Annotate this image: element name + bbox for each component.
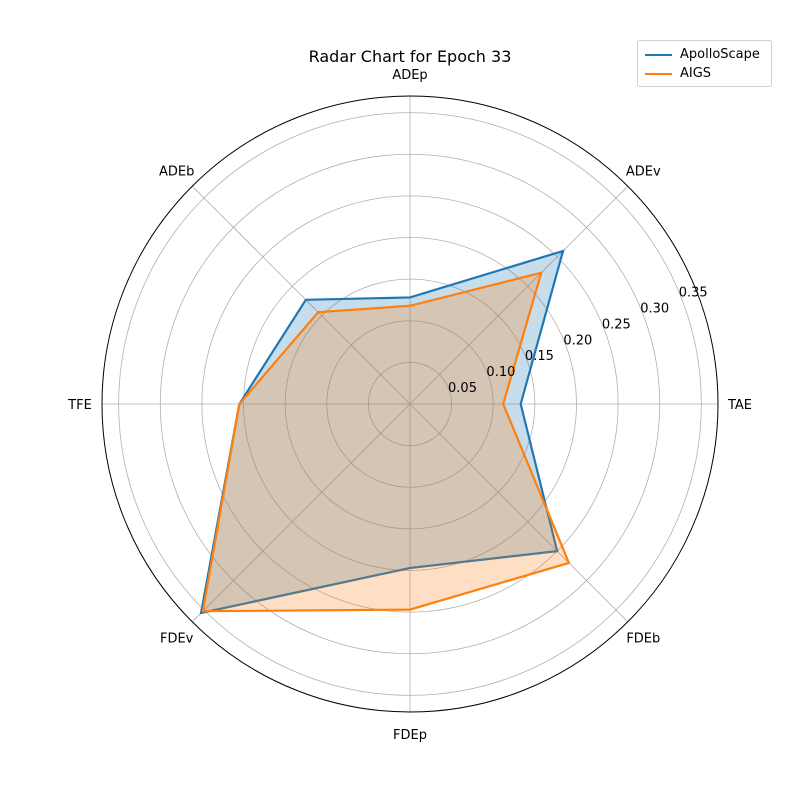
grid-spoke bbox=[409, 403, 629, 623]
axis-label-fdev: FDEv bbox=[160, 631, 194, 646]
axis-label-tfe: TFE bbox=[67, 398, 92, 413]
grid-spoke bbox=[409, 185, 629, 405]
grid-spoke bbox=[191, 185, 411, 405]
radar-grid bbox=[101, 95, 719, 713]
radial-tick-label: 0.10 bbox=[486, 365, 515, 380]
radial-tick-label: 0.25 bbox=[602, 317, 631, 332]
axis-label-fdeb: FDEb bbox=[626, 631, 660, 646]
axis-label-fdep: FDEp bbox=[393, 728, 427, 743]
radar-series bbox=[199, 249, 571, 615]
legend: ApolloScape AIGS bbox=[637, 40, 772, 87]
radial-tick-label: 0.35 bbox=[679, 286, 708, 301]
legend-label-apolloscape: ApolloScape bbox=[680, 47, 760, 62]
radial-tick-label: 0.05 bbox=[448, 381, 477, 396]
radial-tick-label: 0.30 bbox=[640, 301, 669, 316]
series-fill-apolloscape bbox=[201, 250, 564, 613]
legend-item-apolloscape: ApolloScape bbox=[645, 45, 771, 64]
axis-labels: TAE ADEv ADEp ADEb TFE FDEv FDEp FDEb bbox=[67, 68, 752, 743]
axis-label-adev: ADEv bbox=[626, 165, 661, 180]
series-line-aigs bbox=[201, 271, 571, 613]
legend-label-aigs: AIGS bbox=[680, 66, 712, 81]
legend-swatch-aigs bbox=[645, 72, 672, 75]
outer-frame bbox=[101, 95, 719, 713]
radial-tick-label: 0.15 bbox=[525, 349, 554, 364]
axis-label-adeb: ADEb bbox=[159, 165, 194, 180]
axis-label-tae: TAE bbox=[727, 398, 752, 413]
grid-spoke bbox=[191, 403, 411, 623]
radial-tick-label: 0.20 bbox=[563, 333, 592, 348]
series-fill-aigs bbox=[202, 272, 569, 612]
legend-item-aigs: AIGS bbox=[645, 64, 771, 83]
axis-label-adep: ADEp bbox=[392, 68, 427, 83]
radial-tick-labels: 0.05 0.10 0.15 0.20 0.25 0.30 0.35 bbox=[448, 286, 708, 397]
legend-swatch-apolloscape bbox=[645, 53, 672, 56]
chart-title: Radar Chart for Epoch 33 bbox=[309, 47, 512, 66]
